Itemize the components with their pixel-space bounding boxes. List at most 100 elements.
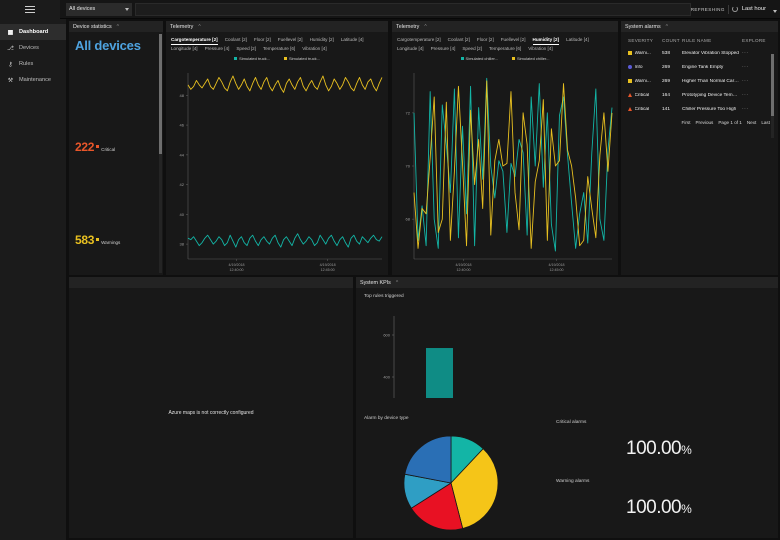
pagination-item[interactable]: Next <box>746 120 757 125</box>
device-statistics-scrollbar[interactable] <box>159 34 162 273</box>
chart-series-line <box>413 80 613 249</box>
y-axis-tick: 68 <box>406 217 411 222</box>
legend-item[interactable]: Simulated truck... <box>234 56 270 61</box>
sidebar-item-dashboard[interactable]: ▦ Dashboard <box>0 24 66 40</box>
telemetry-tab[interactable]: Vibration [4] <box>302 46 327 51</box>
bar[interactable] <box>426 348 453 398</box>
sidebar-item-label: Dashboard <box>19 29 49 35</box>
explore-button[interactable]: ··· <box>742 64 749 70</box>
x-axis-tick: 4/19/2018 <box>229 263 245 267</box>
count-cell: 538 <box>662 50 671 56</box>
rule-name-cell: Engine Tank Empty <box>682 64 724 70</box>
telemetry-tab[interactable]: Pressure [4] <box>204 46 230 51</box>
alarm-by-device-label: Alarm by device type <box>364 416 409 421</box>
panel-body: Cargotemperature [2] Coolant [2] Floor [2]… <box>166 32 388 275</box>
sidebar-item-maintenance[interactable]: ⚒ Maintenance <box>0 72 66 88</box>
table-row[interactable]: Critical 164 Prototyping Device Temp... ··· <box>621 88 778 102</box>
explore-button[interactable]: ··· <box>742 78 749 84</box>
telemetry-tab[interactable]: Vibration [4] <box>528 46 553 51</box>
explore-button[interactable]: ··· <box>742 106 749 112</box>
table-row[interactable]: Warni... 538 Elevator Vibration Stopped ··· <box>621 46 778 60</box>
panel-title: Telemetry <box>396 23 420 30</box>
critical-severity-icon <box>628 93 632 97</box>
telemetry-tab[interactable]: Fuellevel [2] <box>500 37 526 42</box>
pagination-item[interactable]: Last <box>761 120 770 125</box>
telemetry-tab[interactable]: Speed [2] <box>462 46 483 51</box>
telemetry-tab[interactable]: Latitude [4] <box>566 37 589 42</box>
rule-name-cell: Elevator Vibration Stopped <box>682 50 739 56</box>
y-axis-tick: 44 <box>180 152 185 157</box>
pagination-item: Page 1 of 1 <box>718 120 742 125</box>
panel-body: Cargotemperature [2] Coolant [2] Floor [2]… <box>392 32 618 275</box>
collapse-icon[interactable]: ^ <box>424 23 427 30</box>
rule-name-cell: Chiller Pressure Too High <box>682 106 737 112</box>
telemetry-tab[interactable]: Fuellevel [2] <box>277 37 303 42</box>
telemetry-panel-2: Telemetry ^ Cargotemperature [2] Coolant … <box>392 21 618 275</box>
table-row[interactable]: Warni... 269 Higher Than Normal Carg... ··· <box>621 74 778 88</box>
telemetry-tab[interactable]: Coolant [2] <box>447 37 470 42</box>
column-rule-name: RULE NAME <box>682 38 712 43</box>
critical-alarms-value: 100.00 <box>626 438 682 459</box>
telemetry-tab[interactable]: Longitude [4] <box>397 46 424 51</box>
x-axis-tick: 4/19/2018 <box>549 263 565 267</box>
collapse-icon[interactable]: ^ <box>395 279 399 286</box>
telemetry-tab[interactable]: Temperature [6] <box>489 46 522 51</box>
scrollbar-thumb[interactable] <box>771 54 774 116</box>
table-row[interactable]: Info 269 Engine Tank Empty ··· <box>621 60 778 74</box>
collapse-icon[interactable]: ^ <box>116 23 120 30</box>
severity-cell: Warni... <box>628 51 662 56</box>
hamburger-menu-icon[interactable] <box>0 0 60 19</box>
legend-item[interactable]: Simulated chiller... <box>460 56 498 61</box>
telemetry-tab[interactable]: Temperature [6] <box>263 46 296 51</box>
telemetry-chart-2[interactable]: 68 70 72 4/19/2018 12:40:00 4/19/2018 12:45:00 <box>392 69 618 275</box>
telemetry-tab[interactable]: Cargotemperature [2] <box>171 36 218 45</box>
telemetry-tab[interactable]: Floor [2] <box>253 37 271 42</box>
telemetry-tab[interactable]: Pressure [4] <box>430 46 456 51</box>
sidebar-item-rules[interactable]: ⚷ Rules <box>0 56 66 72</box>
pagination-item[interactable]: Previous <box>695 120 714 125</box>
x-axis-tick: 12:40:00 <box>230 268 244 272</box>
alarms-scrollbar[interactable] <box>771 54 774 138</box>
legend-label: Simulated chiller... <box>465 56 498 61</box>
time-range-dropdown[interactable]: Last hour <box>741 6 780 13</box>
legend-swatch-icon <box>512 57 515 60</box>
time-range-value: Last hour <box>741 6 766 12</box>
telemetry-chart-1[interactable]: 38 40 42 44 46 48 4/19/2018 12:40:00 4/19/2018 12… <box>166 69 388 275</box>
pagination-item[interactable]: First <box>681 120 691 125</box>
scrollbar-thumb[interactable] <box>159 34 162 154</box>
panel-body: Azure maps is not correctly configured <box>69 288 353 538</box>
explore-button[interactable]: ··· <box>742 92 749 98</box>
system-kpis-panel: System KPIs ^ Top rules triggered 400 600… <box>356 277 778 538</box>
y-axis-tick: 42 <box>180 182 185 187</box>
collapse-icon[interactable]: ^ <box>665 23 669 30</box>
table-row[interactable]: Critical 141 Chiller Pressure Too High ··· <box>621 102 778 116</box>
alarm-by-device-pie-chart <box>403 435 499 531</box>
panel-body: Top rules triggered 400 600 Alarm by devi… <box>356 288 778 538</box>
column-count: COUNT <box>662 38 680 43</box>
panel-header: Telemetry ^ <box>166 21 388 32</box>
sidebar-item-devices[interactable]: ⎇ Devices <box>0 40 66 56</box>
search-input[interactable] <box>135 2 691 16</box>
y-axis-tick: 46 <box>180 123 185 128</box>
telemetry-tab[interactable]: Coolant [2] <box>224 37 247 42</box>
explore-button[interactable]: ··· <box>742 50 749 56</box>
pie-slice[interactable] <box>404 435 452 484</box>
telemetry-tab[interactable]: Latitude [4] <box>340 37 364 42</box>
critical-count: 222 <box>75 140 95 154</box>
pie-slice[interactable] <box>410 482 464 531</box>
telemetry-tab[interactable]: Humidity [2] <box>309 37 334 42</box>
telemetry-tab[interactable]: Cargotemperature [2] <box>397 37 441 42</box>
pie-slice[interactable] <box>450 448 499 530</box>
collapse-icon[interactable]: ^ <box>198 23 201 30</box>
telemetry-tab[interactable]: Longitude [4] <box>171 46 198 51</box>
legend-item[interactable]: Simulated chiller... <box>512 56 549 61</box>
telemetry-tab[interactable]: Floor [2] <box>476 37 494 42</box>
top-rules-label: Top rules triggered <box>364 294 404 299</box>
telemetry-tab[interactable]: Speed [2] <box>236 46 257 51</box>
legend-item[interactable]: Simulated truck... <box>284 56 320 61</box>
pagination: First Previous Page 1 of 1 Next Last <box>621 116 778 125</box>
telemetry-tab[interactable]: Humidity [2] <box>532 36 560 45</box>
x-axis-tick: 12:45:00 <box>321 268 335 272</box>
device-selector-dropdown[interactable]: All devices <box>66 2 132 16</box>
